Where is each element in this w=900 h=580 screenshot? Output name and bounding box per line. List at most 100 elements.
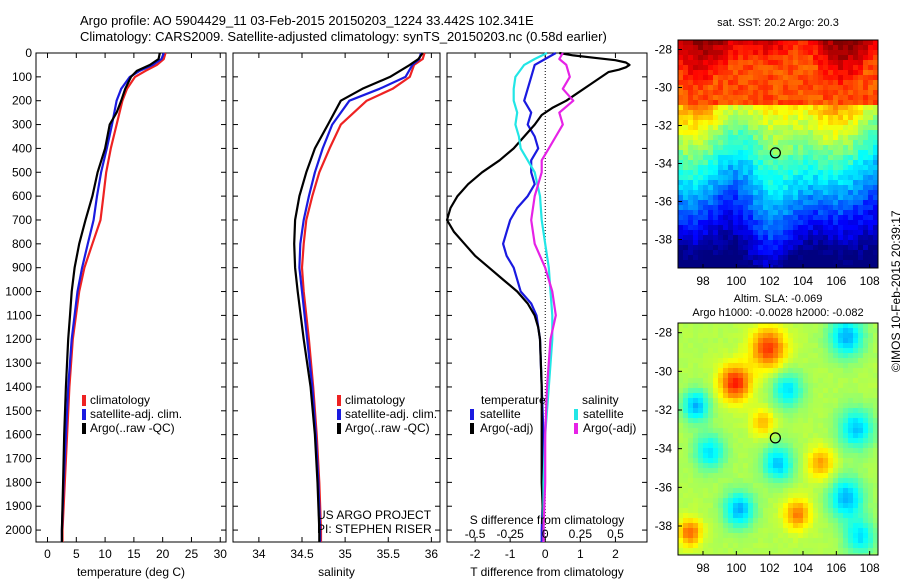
sst_map-image — [678, 40, 878, 268]
salinity-panel — [232, 52, 441, 543]
diff-legend-swatch-t — [470, 409, 474, 420]
sla_map-ytick-label: -32 — [655, 403, 673, 417]
depth-tick-label: 1500 — [5, 404, 32, 418]
sst_map-frame — [677, 39, 879, 269]
depth-tick-label: 1700 — [5, 452, 32, 466]
sla_map-xtick-label: 102 — [760, 561, 780, 575]
sla_map-ytick-label: -28 — [655, 326, 673, 340]
sst_map-xtick-label: 100 — [726, 274, 746, 288]
sla_map-frame — [677, 322, 879, 556]
salinity-xlabel: salinity — [318, 565, 355, 579]
difference-series-s-argo-adj- — [530, 52, 575, 542]
sla_map-xtick-label: 106 — [826, 561, 846, 575]
difference-xtick-label: -1 — [505, 547, 516, 561]
temperature-legend-swatch — [82, 395, 86, 406]
salinity-xtick-label: 34.5 — [290, 547, 314, 561]
temperature-axes-frame — [35, 52, 227, 543]
sst_map-ytick-label: -28 — [655, 43, 673, 57]
depth-tick-label: 1300 — [5, 356, 32, 370]
temperature-xtick-label: 10 — [98, 547, 112, 561]
temperature-legend-label: Argo(..raw -QC) — [90, 421, 175, 435]
depth-tick-label: 500 — [12, 165, 32, 179]
diff-legend-temperature-heading: temperature — [481, 393, 546, 407]
salinity-legend-label: climatology — [345, 393, 405, 407]
difference-xlabel: T difference from climatology — [470, 565, 624, 579]
sst_map-argo-marker — [769, 147, 781, 159]
salinity-legend-label: Argo(..raw -QC) — [345, 421, 430, 435]
sla_map-xtick-label: 98 — [696, 561, 710, 575]
temperature-xtick-label: 15 — [127, 547, 141, 561]
difference-xtick-label: 1 — [577, 547, 584, 561]
sst_map-ytick-label: -30 — [655, 81, 673, 95]
depth-tick-label: 100 — [12, 70, 32, 84]
salinity-series-argo-raw-qc- — [293, 52, 424, 542]
diff-legend-label-s: satellite — [583, 407, 624, 421]
salinity-xtick-label: 35.5 — [377, 547, 401, 561]
figure-title-line1: Argo profile: AO 5904429_11 03-Feb-2015 … — [80, 13, 534, 28]
temperature-legend-swatch — [82, 409, 86, 420]
sla_map-ytick-label: -34 — [655, 442, 673, 456]
figure-title-line2: Climatology: CARS2009. Satellite-adjuste… — [80, 29, 607, 44]
salinity-xtick-label: 36 — [425, 547, 439, 561]
depth-tick-label: 800 — [12, 237, 32, 251]
temperature-xtick-label: 0 — [44, 547, 51, 561]
sst_map-xtick-label: 108 — [860, 274, 880, 288]
project-credit: US ARGO PROJECT — [317, 508, 432, 522]
sla_map-xtick-label: 108 — [860, 561, 880, 575]
sla_map-image — [678, 323, 878, 555]
sst_map-ytick-label: -38 — [655, 233, 673, 247]
difference-xtick-label: 2 — [612, 547, 619, 561]
salinity-diff-tick-label: 0 — [542, 527, 549, 541]
difference-xtick-label: 0 — [542, 547, 549, 561]
diff-legend-label-t: satellite — [480, 407, 521, 421]
depth-tick-label: 2000 — [5, 523, 32, 537]
salinity-legend-swatch — [337, 395, 341, 406]
temperature-xtick-label: 25 — [185, 547, 199, 561]
temperature-panel — [35, 52, 227, 543]
depth-tick-label: 200 — [12, 94, 32, 108]
salinity-xtick-label: 34 — [252, 547, 266, 561]
salinity-legend-swatch — [337, 423, 341, 434]
salinity-xtick-label: 35 — [338, 547, 352, 561]
temperature-legend-label: satellite-adj. clim. — [90, 407, 182, 421]
difference-panel — [445, 51, 648, 543]
temperature-series-climatology — [61, 52, 167, 542]
depth-tick-label: 300 — [12, 118, 32, 132]
difference-axes-frame — [446, 52, 648, 543]
depth-tick-label: 400 — [12, 141, 32, 155]
sst-map-title: sat. SST: 20.2 Argo: 20.3 — [717, 17, 839, 29]
pi-credit: PI: STEPHEN RISER — [317, 522, 432, 536]
salinity-diff-tick-label: -0.5 — [465, 527, 486, 541]
sla_map-xtick-label: 100 — [726, 561, 746, 575]
imos-timestamp: ©IMOS 10-Feb-2015 20:39:17 — [889, 210, 900, 372]
temperature-legend-label: climatology — [90, 393, 150, 407]
depth-tick-label: 1800 — [5, 475, 32, 489]
depth-tick-label: 1400 — [5, 380, 32, 394]
sla_map-argo-marker — [769, 432, 781, 444]
diff-legend-swatch-s — [574, 409, 578, 420]
diff-legend-swatch-s — [574, 423, 578, 434]
depth-tick-label: 900 — [12, 261, 32, 275]
sst_map-ytick-label: -36 — [655, 195, 673, 209]
sla-map-title-line1: Altim. SLA: -0.069 — [734, 293, 823, 305]
difference-series-t-argo-adj- — [445, 51, 631, 542]
salinity-diff-tick-label: -0.25 — [496, 527, 524, 541]
sst_map-xtick-label: 102 — [760, 274, 780, 288]
diff-legend-swatch-t — [470, 423, 474, 434]
salinity-legend-swatch — [337, 409, 341, 420]
salinity-axes-frame — [232, 52, 441, 543]
diff-legend-label-t: Argo(-adj) — [480, 421, 533, 435]
sla_map-ytick-label: -30 — [655, 364, 673, 378]
sla-map-title-line2: Argo h1000: -0.0028 h2000: -0.082 — [692, 307, 863, 319]
difference-xtick-label: -2 — [470, 547, 481, 561]
sst_map-ytick-label: -32 — [655, 119, 673, 133]
depth-tick-label: 0 — [25, 46, 32, 60]
depth-tick-label: 600 — [12, 189, 32, 203]
sst_map-ytick-label: -34 — [655, 157, 673, 171]
temperature-xlabel: temperature (deg C) — [77, 565, 185, 579]
depth-tick-label: 1200 — [5, 332, 32, 346]
depth-tick-label: 700 — [12, 213, 32, 227]
depth-tick-label: 1900 — [5, 499, 32, 513]
salinity-diff-tick-label: 0.25 — [569, 527, 593, 541]
